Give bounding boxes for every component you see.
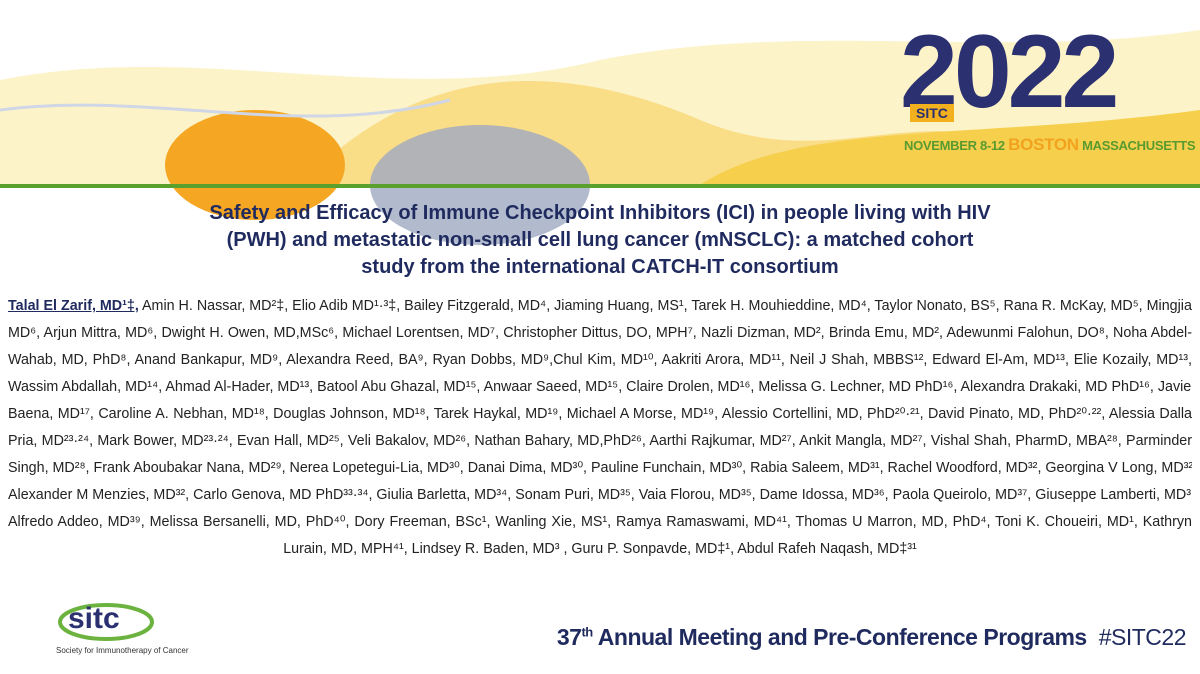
title-line: Safety and Efficacy of Immune Checkpoint… xyxy=(209,202,991,224)
author-text: Wassim Abdallah, MD¹⁴, Ahmad Al-Hader, M… xyxy=(8,379,1192,395)
author-text: Alfredo Addeo, MD³⁹, Melissa Bersanelli,… xyxy=(8,514,1192,530)
author-line: Pria, MD²³·²⁴, Mark Bower, MD²³·²⁴, Evan… xyxy=(8,428,1192,455)
logo-swoosh xyxy=(58,603,154,641)
title: Safety and Efficacy of Immune Checkpoint… xyxy=(0,200,1200,281)
author-line: Alexander M Menzies, MD³², Carlo Genova,… xyxy=(8,482,1192,509)
authors: Talal El Zarif, MD¹‡, Amin H. Nassar, MD… xyxy=(8,293,1192,563)
author-line: Lurain, MD, MPH⁴¹, Lindsey R. Baden, MD³… xyxy=(8,536,1192,563)
meeting-name: Annual Meeting and Pre-Conference Progra… xyxy=(597,624,1087,650)
logo-text: sitc xyxy=(68,602,120,635)
city: BOSTON xyxy=(1008,135,1079,154)
footer: 37th Annual Meeting and Pre-Conference P… xyxy=(556,624,1187,651)
hashtag: #SITC22 xyxy=(1098,624,1187,650)
author-text: Amin H. Nassar, MD²‡, Elio Adib MD¹·³‡, … xyxy=(142,298,1192,314)
author-line: Baena, MD¹⁷, Caroline A. Nebhan, MD¹⁸, D… xyxy=(8,401,1192,428)
author-line: Wassim Abdallah, MD¹⁴, Ahmad Al-Hader, M… xyxy=(8,374,1192,401)
first-author: Talal El Zarif, MD¹‡, xyxy=(8,298,139,314)
title-line: (PWH) and metastatic non-small cell lung… xyxy=(226,229,974,251)
ordinal: th xyxy=(581,624,593,640)
author-line: Singh, MD²⁸, Frank Aboubakar Nana, MD²⁹,… xyxy=(8,455,1192,482)
author-line: MD⁶, Arjun Mittra, MD⁶, Dwight H. Owen, … xyxy=(8,320,1192,347)
author-text: Baena, MD¹⁷, Caroline A. Nebhan, MD¹⁸, D… xyxy=(8,406,1192,422)
author-line: Alfredo Addeo, MD³⁹, Melissa Bersanelli,… xyxy=(8,509,1192,536)
author-text: Alexander M Menzies, MD³², Carlo Genova,… xyxy=(8,487,1192,503)
author-line: Talal El Zarif, MD¹‡, Amin H. Nassar, MD… xyxy=(8,293,1192,320)
author-line: Wahab, MD, PhD⁸, Anand Bankapur, MD⁹, Al… xyxy=(8,347,1192,374)
sitc-logo: sitc Society for Immunotherapy of Cancer xyxy=(56,598,189,658)
author-text: MD⁶, Arjun Mittra, MD⁶, Dwight H. Owen, … xyxy=(8,325,1192,341)
state: MASSACHUSETTS xyxy=(1082,138,1196,153)
title-line: study from the international CATCH-IT co… xyxy=(361,256,839,278)
author-text: Lurain, MD, MPH⁴¹, Lindsey R. Baden, MD³… xyxy=(283,541,917,557)
logo-dates: NOVEMBER 8-12 BOSTON MASSACHUSETTS xyxy=(904,135,1196,155)
meeting-number: 37 xyxy=(556,624,582,650)
author-text: Pria, MD²³·²⁴, Mark Bower, MD²³·²⁴, Evan… xyxy=(8,433,1192,449)
author-text: Singh, MD²⁸, Frank Aboubakar Nana, MD²⁹,… xyxy=(8,460,1192,476)
org-name: Society for Immunotherapy of Cancer xyxy=(56,646,189,655)
author-text: Wahab, MD, PhD⁸, Anand Bankapur, MD⁹, Al… xyxy=(8,352,1192,368)
dates: NOVEMBER 8-12 xyxy=(904,138,1005,153)
logo-badge: SITC xyxy=(910,104,954,122)
conference-logo: 2022 SITC NOVEMBER 8-12 BOSTON MASSACHUS… xyxy=(900,20,1196,160)
